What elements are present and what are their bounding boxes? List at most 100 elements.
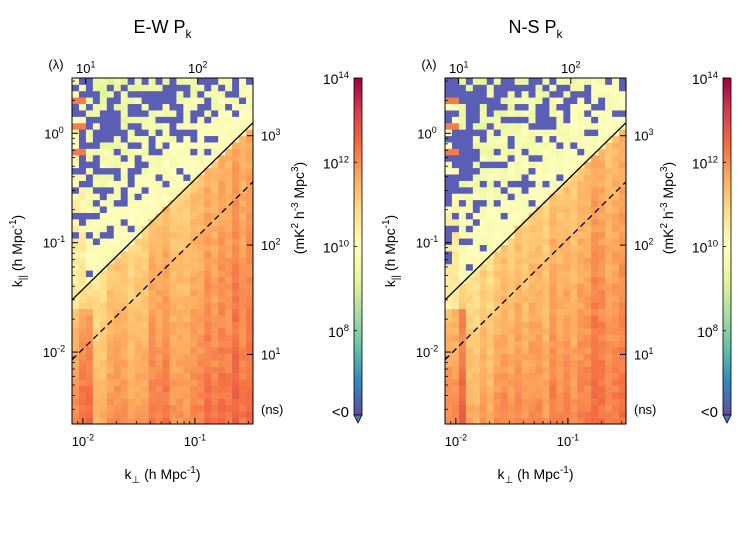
heatmap-cell bbox=[197, 142, 205, 149]
heatmap-cell bbox=[99, 231, 108, 239]
heatmap-cell bbox=[246, 295, 254, 303]
heatmap-cell bbox=[514, 116, 522, 124]
heatmap-cell bbox=[493, 78, 502, 85]
heatmap-cell bbox=[106, 231, 115, 239]
heatmap-cell bbox=[141, 218, 149, 226]
heatmap-cell bbox=[183, 302, 191, 310]
heatmap-cell bbox=[605, 398, 613, 406]
heatmap-cell bbox=[563, 84, 571, 92]
heatmap-cell bbox=[542, 353, 550, 361]
heatmap-cell bbox=[162, 270, 170, 278]
heatmap-cell bbox=[514, 186, 522, 194]
heatmap-cell bbox=[190, 340, 198, 348]
heatmap-cell bbox=[85, 84, 94, 92]
heatmap-cell bbox=[72, 347, 80, 354]
heatmap-cell bbox=[197, 110, 205, 117]
heatmap-cell bbox=[92, 353, 101, 361]
heatmap-cell bbox=[465, 315, 474, 322]
heatmap-cell bbox=[577, 84, 585, 92]
heatmap-cell bbox=[204, 84, 212, 92]
heatmap-cell bbox=[577, 283, 585, 290]
heatmap-cell bbox=[127, 90, 136, 98]
heatmap-cell bbox=[563, 308, 571, 316]
heatmap-cell bbox=[120, 327, 129, 335]
heatmap-cell bbox=[479, 289, 488, 297]
heatmap-cell bbox=[92, 391, 101, 399]
heatmap-cell bbox=[162, 398, 170, 406]
heatmap-cell bbox=[239, 385, 247, 393]
heatmap-cell bbox=[78, 186, 87, 194]
heatmap-cell bbox=[99, 347, 108, 354]
heatmap-cell bbox=[619, 238, 627, 245]
heatmap-cell bbox=[225, 315, 233, 322]
heatmap-cell bbox=[542, 154, 550, 162]
heatmap-cell bbox=[127, 347, 136, 354]
heatmap-cell bbox=[127, 398, 136, 406]
heatmap-cell bbox=[528, 193, 536, 201]
heatmap-cell bbox=[204, 225, 212, 233]
heatmap-cell bbox=[493, 116, 502, 124]
heatmap-cell bbox=[148, 411, 156, 418]
heatmap-cell bbox=[458, 347, 467, 354]
right-tick-label: 103 bbox=[261, 127, 280, 143]
heatmap-cell bbox=[92, 142, 101, 149]
heatmap-cell bbox=[183, 206, 191, 213]
heatmap-cell bbox=[542, 379, 550, 386]
heatmap-cell bbox=[577, 122, 585, 130]
heatmap-cell bbox=[204, 199, 212, 207]
heatmap-cell bbox=[190, 411, 198, 418]
heatmap-cell bbox=[528, 315, 536, 322]
heatmap-cell bbox=[134, 411, 143, 418]
heatmap-cell bbox=[521, 353, 529, 361]
heatmap-cell bbox=[72, 308, 80, 316]
heatmap-cell bbox=[246, 391, 254, 399]
heatmap-cell bbox=[563, 359, 571, 367]
heatmap-cell bbox=[78, 334, 87, 342]
heatmap-cell bbox=[92, 411, 101, 418]
heatmap-cell bbox=[465, 334, 474, 342]
heatmap-cell bbox=[556, 97, 564, 105]
heatmap-cell bbox=[500, 161, 509, 169]
heatmap-cell bbox=[127, 110, 136, 117]
heatmap-cell bbox=[155, 167, 163, 175]
heatmap-cell bbox=[225, 295, 233, 303]
heatmap-cell bbox=[451, 404, 460, 412]
heatmap-cell bbox=[591, 135, 599, 143]
heatmap-cell bbox=[225, 404, 233, 412]
heatmap-cell bbox=[577, 97, 585, 105]
heatmap-cell bbox=[472, 251, 481, 258]
heatmap-cell bbox=[465, 174, 474, 181]
heatmap-cell bbox=[472, 97, 481, 105]
heatmap-cell bbox=[99, 391, 108, 399]
heatmap-cell bbox=[106, 154, 115, 162]
heatmap-cell bbox=[500, 116, 509, 124]
heatmap-cell bbox=[591, 206, 599, 213]
heatmap-cell bbox=[225, 379, 233, 386]
heatmap-cell bbox=[85, 238, 94, 245]
heatmap-cell bbox=[190, 270, 198, 278]
heatmap-cell bbox=[106, 167, 115, 175]
heatmap-cell bbox=[72, 391, 80, 399]
heatmap-cell bbox=[500, 78, 509, 85]
heatmap-cell bbox=[148, 186, 156, 194]
heatmap-cell bbox=[612, 231, 620, 239]
heatmap-cell bbox=[232, 270, 240, 278]
heatmap-cell bbox=[162, 353, 170, 361]
heatmap-cell bbox=[507, 257, 516, 265]
heatmap-cell bbox=[225, 251, 233, 258]
heatmap-cell bbox=[514, 327, 522, 335]
heatmap-cell bbox=[591, 84, 599, 92]
heatmap-cell bbox=[120, 122, 129, 130]
heatmap-cell bbox=[521, 103, 529, 111]
heatmap-cell bbox=[99, 174, 108, 181]
heatmap-cell bbox=[521, 142, 529, 149]
heatmap-cell bbox=[612, 110, 620, 117]
heatmap-cell bbox=[239, 251, 247, 258]
heatmap-cell bbox=[225, 129, 233, 137]
heatmap-cell bbox=[176, 142, 184, 149]
heatmap-cell bbox=[577, 244, 585, 252]
heatmap-cell bbox=[486, 135, 495, 143]
heatmap-cell bbox=[619, 225, 627, 233]
heatmap-cell bbox=[486, 257, 495, 265]
heatmap-cell bbox=[445, 295, 453, 303]
